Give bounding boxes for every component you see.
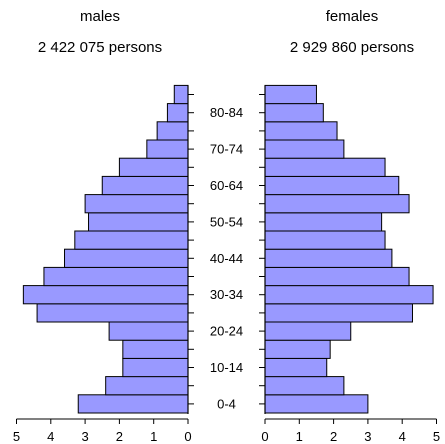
- male-bar-0-4: [77, 394, 189, 414]
- female-bar-70-74: [264, 139, 345, 159]
- female-x-tick-label-4: 4: [399, 429, 406, 444]
- male-bar-70-74: [146, 139, 189, 159]
- male-bar-35-39: [43, 266, 189, 287]
- male-bar-40-44: [64, 248, 189, 268]
- female-bar-45-49: [264, 230, 386, 250]
- male-bar-75-79: [156, 121, 189, 141]
- males-title: males: [80, 8, 120, 25]
- male-bar-5-9: [105, 376, 189, 396]
- age-label-40-44: 40-44: [210, 251, 243, 266]
- age-label-50-54: 50-54: [210, 214, 243, 229]
- age-label-70-74: 70-74: [210, 142, 243, 157]
- male-bar-80-84: [166, 103, 189, 123]
- female-x-tick-label-2: 2: [330, 429, 337, 444]
- male-bar-10-14: [122, 357, 189, 378]
- female-bar-85-89: [264, 84, 317, 105]
- male-bar-25-29: [36, 303, 189, 323]
- female-x-tick-label-0: 0: [261, 429, 268, 444]
- female-bar-30-34: [264, 285, 434, 305]
- female-bar-25-29: [264, 303, 413, 323]
- female-bar-5-9: [264, 376, 345, 396]
- age-label-0-4: 0-4: [217, 396, 236, 411]
- age-label-60-64: 60-64: [210, 178, 243, 193]
- males-bars: [22, 84, 189, 414]
- age-label-10-14: 10-14: [210, 360, 243, 375]
- female-bar-75-79: [264, 121, 338, 141]
- female-bar-40-44: [264, 248, 393, 268]
- male-bar-55-59: [84, 194, 189, 214]
- female-bar-80-84: [264, 103, 324, 123]
- age-label-80-84: 80-84: [210, 105, 243, 120]
- age-label-20-24: 20-24: [210, 324, 243, 339]
- female-bar-55-59: [264, 194, 410, 214]
- female-bar-50-54: [264, 212, 383, 232]
- axes: 5 4 3 2 1 0 0 1 2 3 4 5: [13, 85, 440, 444]
- female-bar-20-24: [264, 321, 352, 341]
- male-x-tick-label-4: 4: [47, 429, 54, 444]
- male-bar-45-49: [74, 230, 189, 250]
- male-bar-60-64: [101, 175, 189, 196]
- females-bars: [264, 84, 434, 414]
- male-x-tick-label-5: 5: [13, 429, 20, 444]
- female-bar-65-69: [264, 157, 386, 177]
- female-bar-10-14: [264, 357, 328, 378]
- female-bar-35-39: [264, 266, 410, 287]
- male-bar-20-24: [108, 321, 189, 341]
- male-bar-15-19: [122, 339, 189, 359]
- females-title: females: [326, 8, 379, 25]
- female-bar-0-4: [264, 394, 369, 414]
- female-bar-60-64: [264, 175, 400, 196]
- male-x-tick-label-1: 1: [150, 429, 157, 444]
- male-x-tick-label-2: 2: [116, 429, 123, 444]
- male-bar-30-34: [22, 285, 189, 305]
- male-x-tick-label-3: 3: [81, 429, 88, 444]
- female-x-tick-label-5: 5: [433, 429, 440, 444]
- males-total: 2 422 075 persons: [38, 39, 162, 56]
- male-bar-85-89: [173, 84, 189, 105]
- females-total: 2 929 860 persons: [290, 39, 414, 56]
- age-label-30-34: 30-34: [210, 287, 243, 302]
- female-x-tick-label-1: 1: [296, 429, 303, 444]
- female-x-tick-label-3: 3: [364, 429, 371, 444]
- male-bar-65-69: [118, 157, 189, 177]
- male-bar-50-54: [88, 212, 189, 232]
- male-x-tick-label-0: 0: [184, 429, 191, 444]
- age-group-labels: 0-4 10-14 20-24 30-34 40-44 50-54 60-64 70-74 80…: [210, 105, 243, 411]
- female-bar-15-19: [264, 339, 331, 359]
